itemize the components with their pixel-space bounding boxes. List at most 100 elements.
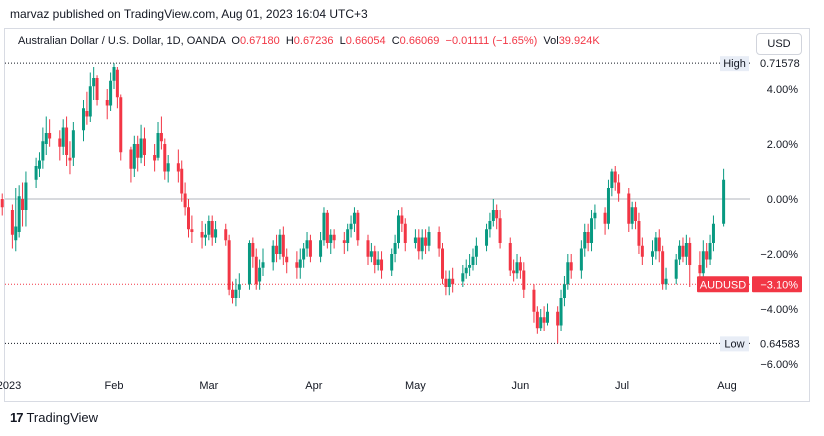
- candle-body: [698, 265, 702, 274]
- candle-body: [380, 259, 384, 271]
- candle-body: [214, 229, 218, 238]
- y-tick-label: −6.00%: [760, 359, 798, 371]
- candle-body: [637, 221, 641, 246]
- candle-body: [711, 223, 715, 243]
- candle-body: [278, 234, 282, 254]
- candle-body: [37, 160, 41, 169]
- y-tick-label: 4.00%: [767, 84, 798, 96]
- candle-body: [579, 248, 583, 271]
- x-tick-label: Feb: [105, 380, 124, 392]
- candle-body: [302, 248, 306, 260]
- candle-body: [295, 262, 299, 268]
- candle-body: [308, 240, 312, 257]
- x-tick-label: Jun: [512, 380, 530, 392]
- candle-body: [539, 317, 543, 329]
- candle-body: [17, 196, 21, 232]
- y-tick-label: −4.00%: [760, 304, 798, 316]
- open-label: O: [231, 35, 240, 47]
- candle-body: [159, 133, 163, 142]
- candle-body: [532, 289, 536, 312]
- candle-body: [366, 240, 370, 257]
- candle-body: [71, 130, 75, 158]
- high-label: H: [285, 35, 294, 47]
- candle-body: [634, 207, 638, 221]
- x-tick-label: 2023: [0, 380, 21, 392]
- candle-body: [417, 237, 421, 252]
- candle-body: [617, 182, 621, 194]
- candle-body: [24, 182, 28, 210]
- candle-body: [586, 232, 590, 243]
- candle-body: [474, 245, 478, 257]
- candle-body: [115, 69, 119, 98]
- candle-body: [485, 229, 489, 246]
- candle-body: [498, 218, 502, 243]
- candle-body: [298, 259, 302, 268]
- candle-body: [512, 270, 516, 274]
- candle-body: [153, 155, 157, 161]
- candle-body: [0, 199, 4, 208]
- low-value: 0.66054: [345, 35, 386, 47]
- x-tick-label: Mar: [199, 380, 218, 392]
- x-tick-label: Jul: [615, 380, 629, 392]
- candle-body: [437, 232, 441, 249]
- candle-body: [444, 278, 448, 287]
- high-label-bg: [720, 56, 749, 72]
- low-label: Low: [724, 338, 744, 350]
- candle-body: [447, 278, 451, 287]
- candle-body: [180, 168, 184, 194]
- candle-body: [65, 127, 69, 155]
- candle-body: [329, 234, 333, 243]
- candle-body: [688, 243, 692, 265]
- candle-body: [342, 240, 346, 243]
- symbol-tag: AUDUSD: [700, 279, 747, 291]
- high-label: High: [723, 58, 746, 70]
- candle-body: [183, 193, 187, 208]
- candle-body: [10, 210, 14, 235]
- candle-body: [413, 237, 417, 243]
- candle-body: [650, 251, 654, 257]
- candle-body: [275, 245, 279, 254]
- ohlc-legend: Australian Dollar / U.S. Dollar, 1D, OAN…: [18, 35, 600, 47]
- low-label: L: [339, 35, 346, 47]
- candle-body: [522, 270, 526, 290]
- close-label: C: [391, 35, 400, 47]
- candle-body: [590, 218, 594, 243]
- candle-body: [285, 256, 289, 263]
- candle-body: [424, 237, 428, 246]
- candle-body: [681, 245, 685, 257]
- candle-body: [464, 267, 468, 274]
- candle-body: [166, 163, 170, 172]
- candle-body: [190, 229, 194, 232]
- publish-info: marvaz published on TradingView.com, Aug…: [10, 7, 368, 21]
- candle-body: [613, 171, 617, 183]
- candle-body: [258, 267, 262, 282]
- candle-body: [678, 245, 682, 260]
- candle-body: [376, 259, 380, 265]
- candle-body: [227, 240, 231, 290]
- candle-body: [68, 157, 72, 161]
- candle-body: [593, 212, 597, 219]
- candle-body: [14, 226, 18, 241]
- candle-body: [640, 245, 644, 257]
- candle-body: [420, 237, 424, 252]
- candle-body: [356, 212, 360, 241]
- change-value: −0.01111 (−1.65%): [445, 35, 538, 47]
- candle-body: [112, 67, 116, 81]
- symbol-tag-bg: [697, 276, 749, 293]
- candle-body: [441, 248, 445, 279]
- candle-body: [139, 138, 143, 158]
- candle-body: [85, 111, 89, 117]
- currency-button[interactable]: USD: [756, 33, 802, 55]
- candle-body: [569, 262, 573, 271]
- candle-body: [606, 188, 610, 224]
- candle-body: [630, 207, 634, 224]
- candle-body: [674, 259, 678, 279]
- candle-body: [132, 144, 136, 169]
- low-label-bg: [720, 336, 749, 352]
- candle-body: [234, 289, 238, 298]
- candle-body: [305, 240, 309, 249]
- candle-body: [224, 229, 228, 241]
- candle-body: [210, 221, 214, 238]
- tradingview-logo-icon: 17: [10, 410, 24, 425]
